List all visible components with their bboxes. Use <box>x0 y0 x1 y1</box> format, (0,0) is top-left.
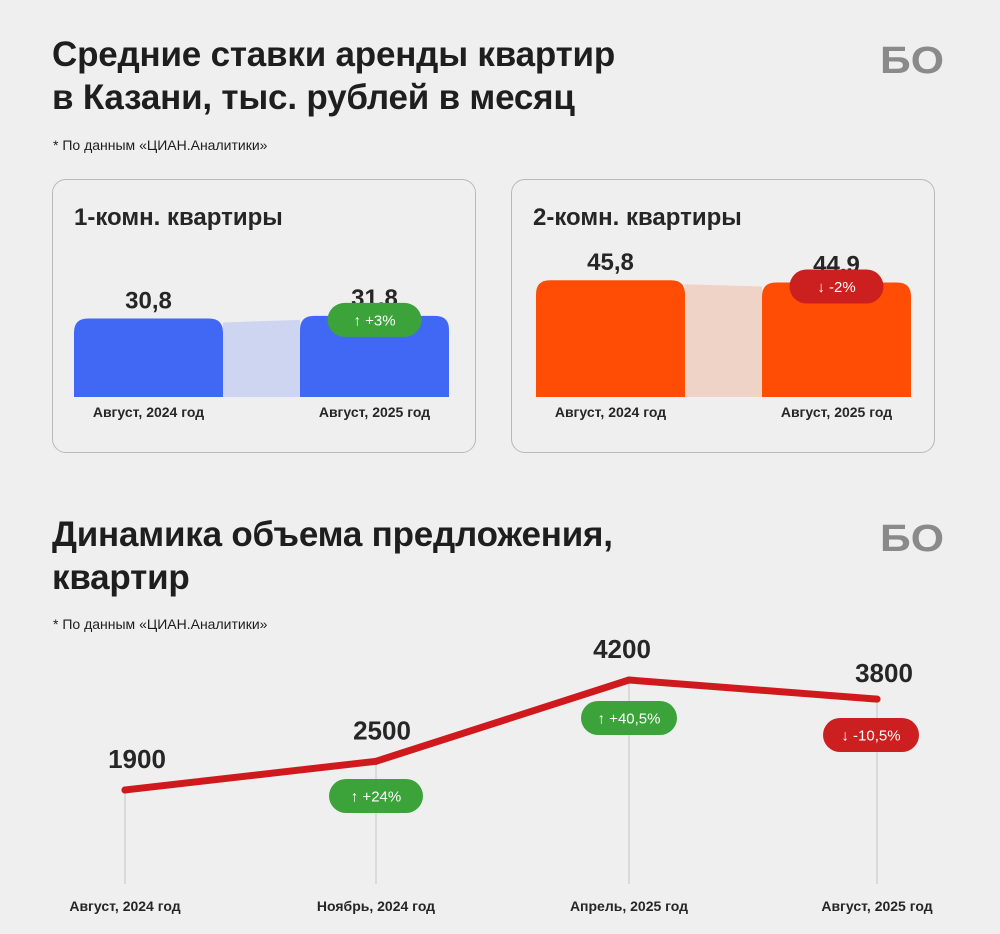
supply-value-label-2: 2500 <box>353 715 411 745</box>
supply-change-badge-3 <box>581 701 677 735</box>
rent-title: Средние ставки аренды квартир в Казани, … <box>52 33 615 119</box>
supply-title-line-1: Динамика объема предложения, <box>52 515 613 554</box>
two-room-card-title: 2-комн. квартиры <box>533 204 742 231</box>
two-room-bar-1 <box>536 280 685 397</box>
bo-logo-text: БО <box>880 518 944 558</box>
supply-title-line-2: квартир <box>52 558 190 597</box>
supply-change-badge-2-text: ↑ +24% <box>351 789 401 806</box>
two-room-change-badge-text: ↓ -2% <box>817 279 855 296</box>
supply-source-note: * По данным «ЦИАН.Аналитики» <box>53 616 268 632</box>
one-room-bar-1 <box>74 318 223 397</box>
supply-value-label-4: 3800 <box>855 658 913 688</box>
two-room-change-badge <box>789 269 884 304</box>
one-room-card <box>52 179 476 453</box>
two-room-card <box>511 179 935 453</box>
one-room-category-label-1: Август, 2024 год <box>93 404 204 420</box>
supply-category-label-1: Август, 2024 год <box>69 898 180 914</box>
supply-line <box>121 676 881 794</box>
two-room-category-label-2: Август, 2025 год <box>781 404 892 420</box>
bo-logo-text: БО <box>880 40 944 80</box>
one-room-bar-2 <box>300 315 449 397</box>
rent-source-note: * По данным «ЦИАН.Аналитики» <box>53 137 268 153</box>
bo-logo-icon: БО <box>880 518 944 558</box>
one-room-connector <box>223 319 300 397</box>
rent-title-line-2: в Казани, тыс. рублей в месяц <box>52 78 575 117</box>
supply-point-1 <box>121 786 129 794</box>
supply-change-badge-2 <box>329 779 423 813</box>
supply-title: Динамика объема предложения, квартир <box>52 513 613 599</box>
supply-category-label-3: Апрель, 2025 год <box>570 898 688 914</box>
one-room-category-label-2: Август, 2025 год <box>319 404 430 420</box>
bo-logo-icon: БО <box>880 40 944 80</box>
supply-point-2 <box>372 757 380 765</box>
one-room-change-badge <box>327 302 422 337</box>
two-room-category-label-1: Август, 2024 год <box>555 404 666 420</box>
one-room-card-title: 1-комн. квартиры <box>74 204 283 231</box>
supply-value-label-1: 1900 <box>108 744 166 774</box>
supply-value-label-3: 4200 <box>593 634 651 664</box>
supply-change-badge-4 <box>823 718 919 752</box>
supply-category-label-4: Август, 2025 год <box>821 898 932 914</box>
supply-change-badge-3-text: ↑ +40,5% <box>598 711 661 728</box>
two-room-bar-2 <box>762 282 911 397</box>
supply-point-4 <box>873 695 881 703</box>
one-room-value-label-1: 30,8 <box>125 287 172 314</box>
supply-change-badge-4-text: ↓ -10,5% <box>841 728 900 745</box>
two-room-connector <box>685 284 762 397</box>
supply-category-label-2: Ноябрь, 2024 год <box>317 898 435 914</box>
two-room-value-label-1: 45,8 <box>587 249 634 276</box>
rent-title-line-1: Средние ставки аренды квартир <box>52 35 616 74</box>
one-room-change-badge-text: ↑ +3% <box>353 312 395 329</box>
supply-point-3 <box>625 676 633 684</box>
